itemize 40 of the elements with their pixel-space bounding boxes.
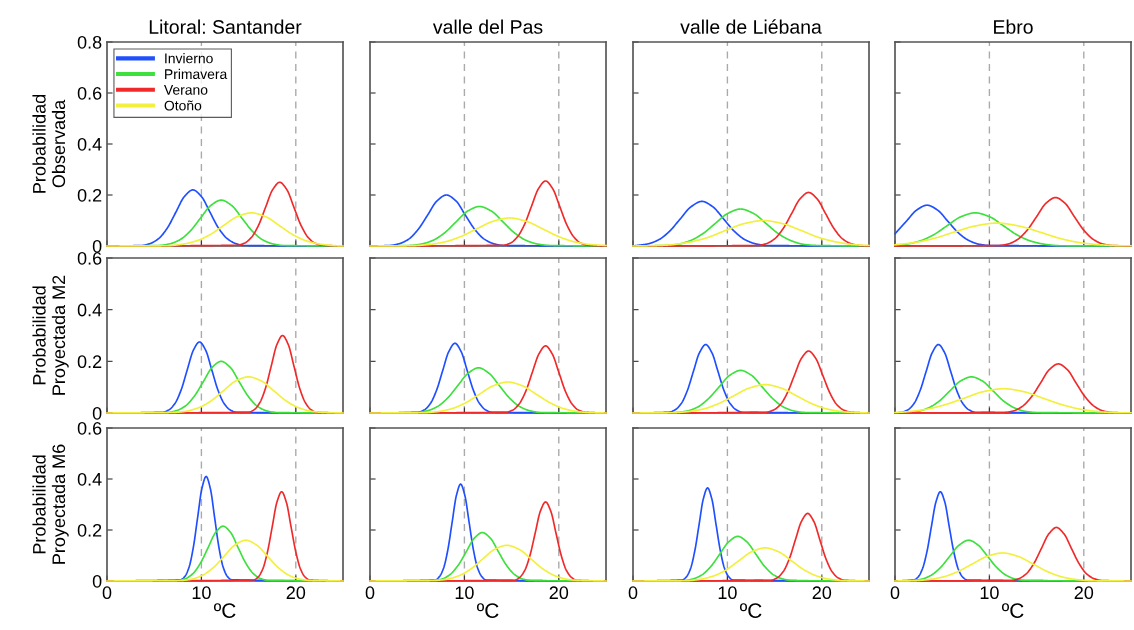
x-tick-label: 20 — [549, 586, 569, 600]
y-tick-label: 0.2 — [77, 188, 102, 202]
x-axis-title: ºC — [1001, 603, 1024, 618]
y-tick-label: 0.4 — [77, 303, 102, 317]
y-tick-label: 0.2 — [77, 355, 102, 369]
x-tick-label: 20 — [286, 586, 306, 600]
y-axis-title: Probabilidad Proyectada M6 — [32, 444, 69, 564]
chart-title: Ebro — [994, 19, 1033, 34]
y-tick-label: 0.6 — [77, 251, 102, 265]
x-tick-label: 10 — [718, 586, 737, 600]
y-tick-label: 0.6 — [77, 86, 102, 100]
legend-label: Invierno — [165, 53, 213, 64]
x-tick-label: 10 — [455, 586, 474, 600]
y-tick-label: 0.4 — [77, 137, 102, 151]
y-tick-label: 0 — [92, 406, 102, 420]
x-tick-label: 20 — [812, 586, 832, 600]
chart-title: Litoral: Santander — [149, 19, 302, 34]
legend-label: Otoño — [164, 100, 202, 111]
legend-label: Primavera — [165, 68, 228, 80]
x-tick-label: 0 — [628, 586, 638, 600]
y-tick-label: 0 — [92, 574, 102, 588]
x-tick-label: 0 — [365, 586, 375, 600]
y-axis-title: Probabilidad Proyectada M2 — [32, 275, 69, 395]
y-tick-label: 0.8 — [77, 35, 102, 49]
x-tick-label: 0 — [890, 586, 900, 600]
y-tick-label: 0 — [92, 239, 102, 253]
x-tick-label: 0 — [102, 586, 112, 600]
legend-label: Verano — [164, 85, 208, 95]
y-tick-label: 0.2 — [77, 523, 102, 537]
chart-title: valle del Pas — [432, 19, 543, 34]
x-axis-title: ºC — [739, 603, 762, 618]
x-tick-label: 10 — [980, 586, 999, 600]
y-tick-label: 0.6 — [77, 421, 102, 435]
x-axis-title: ºC — [476, 603, 499, 618]
x-tick-label: 20 — [1074, 586, 1094, 600]
chart-title: valle de Liébana — [680, 19, 822, 34]
y-tick-label: 0.4 — [77, 472, 102, 486]
x-tick-label: 10 — [192, 586, 211, 600]
y-axis-title: Probabilidad Observada — [32, 94, 66, 193]
x-axis-title: ºC — [213, 603, 236, 618]
